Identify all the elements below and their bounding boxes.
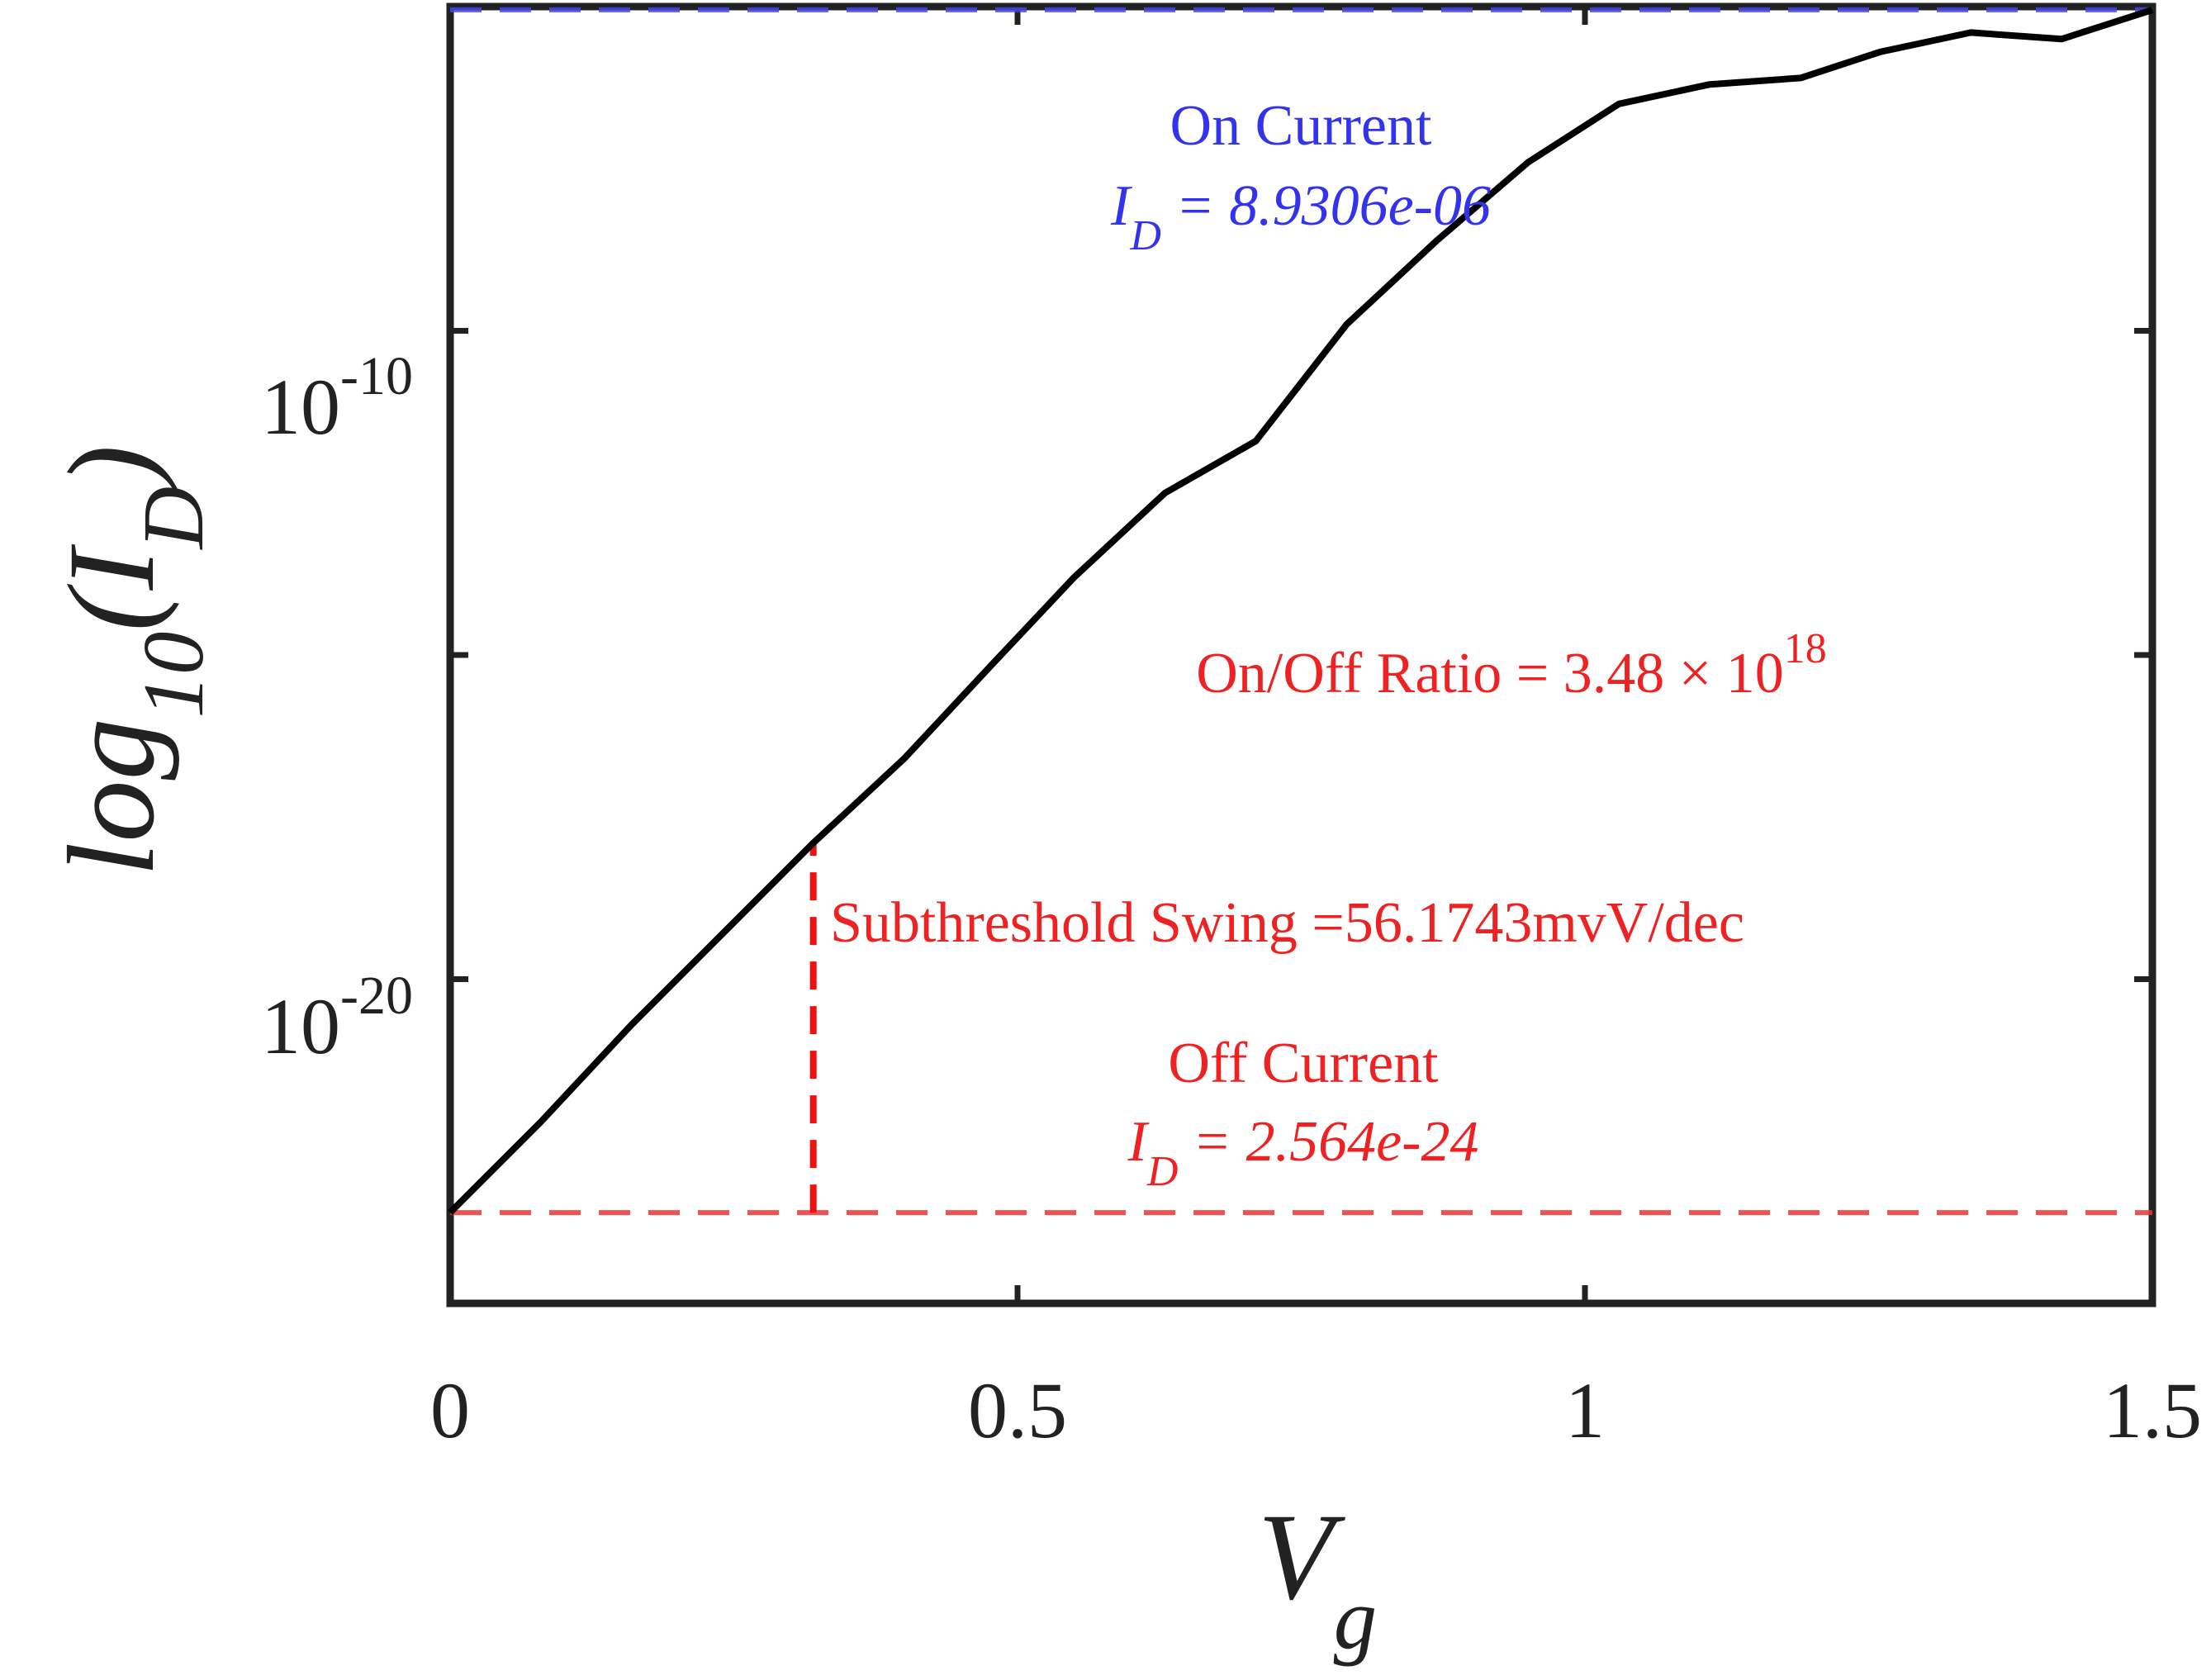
off-current-title: Off Current [1168, 1032, 1439, 1095]
on-off-ratio: On/Off Ratio = 3.48 × 1018 [1196, 625, 1827, 705]
on-current-title: On Current [1170, 94, 1432, 158]
x-tick-label-2: 1 [1565, 1366, 1605, 1455]
x-tick-label-1: 0.5 [968, 1366, 1067, 1455]
x-tick-label-0: 0 [430, 1366, 470, 1455]
x-tick-label-3: 1.5 [2103, 1366, 2202, 1455]
id-vs-vg-curve [448, 7, 2154, 1215]
x-axis-label: Vg [1258, 1488, 1377, 1667]
y-tick-label-neg20: 10-20 [261, 966, 413, 1070]
y-tick-label-neg10: 10-10 [261, 346, 413, 451]
y-axis-label: log10(ID) [43, 445, 221, 876]
on-current-value: ID = 8.9306e-06 [1110, 174, 1491, 259]
off-current-value: ID = 2.564e-24 [1127, 1110, 1479, 1195]
subthreshold-swing: Subthreshold Swing =56.1743mvV/dec [830, 891, 1744, 955]
reference-lines [450, 7, 2152, 1216]
